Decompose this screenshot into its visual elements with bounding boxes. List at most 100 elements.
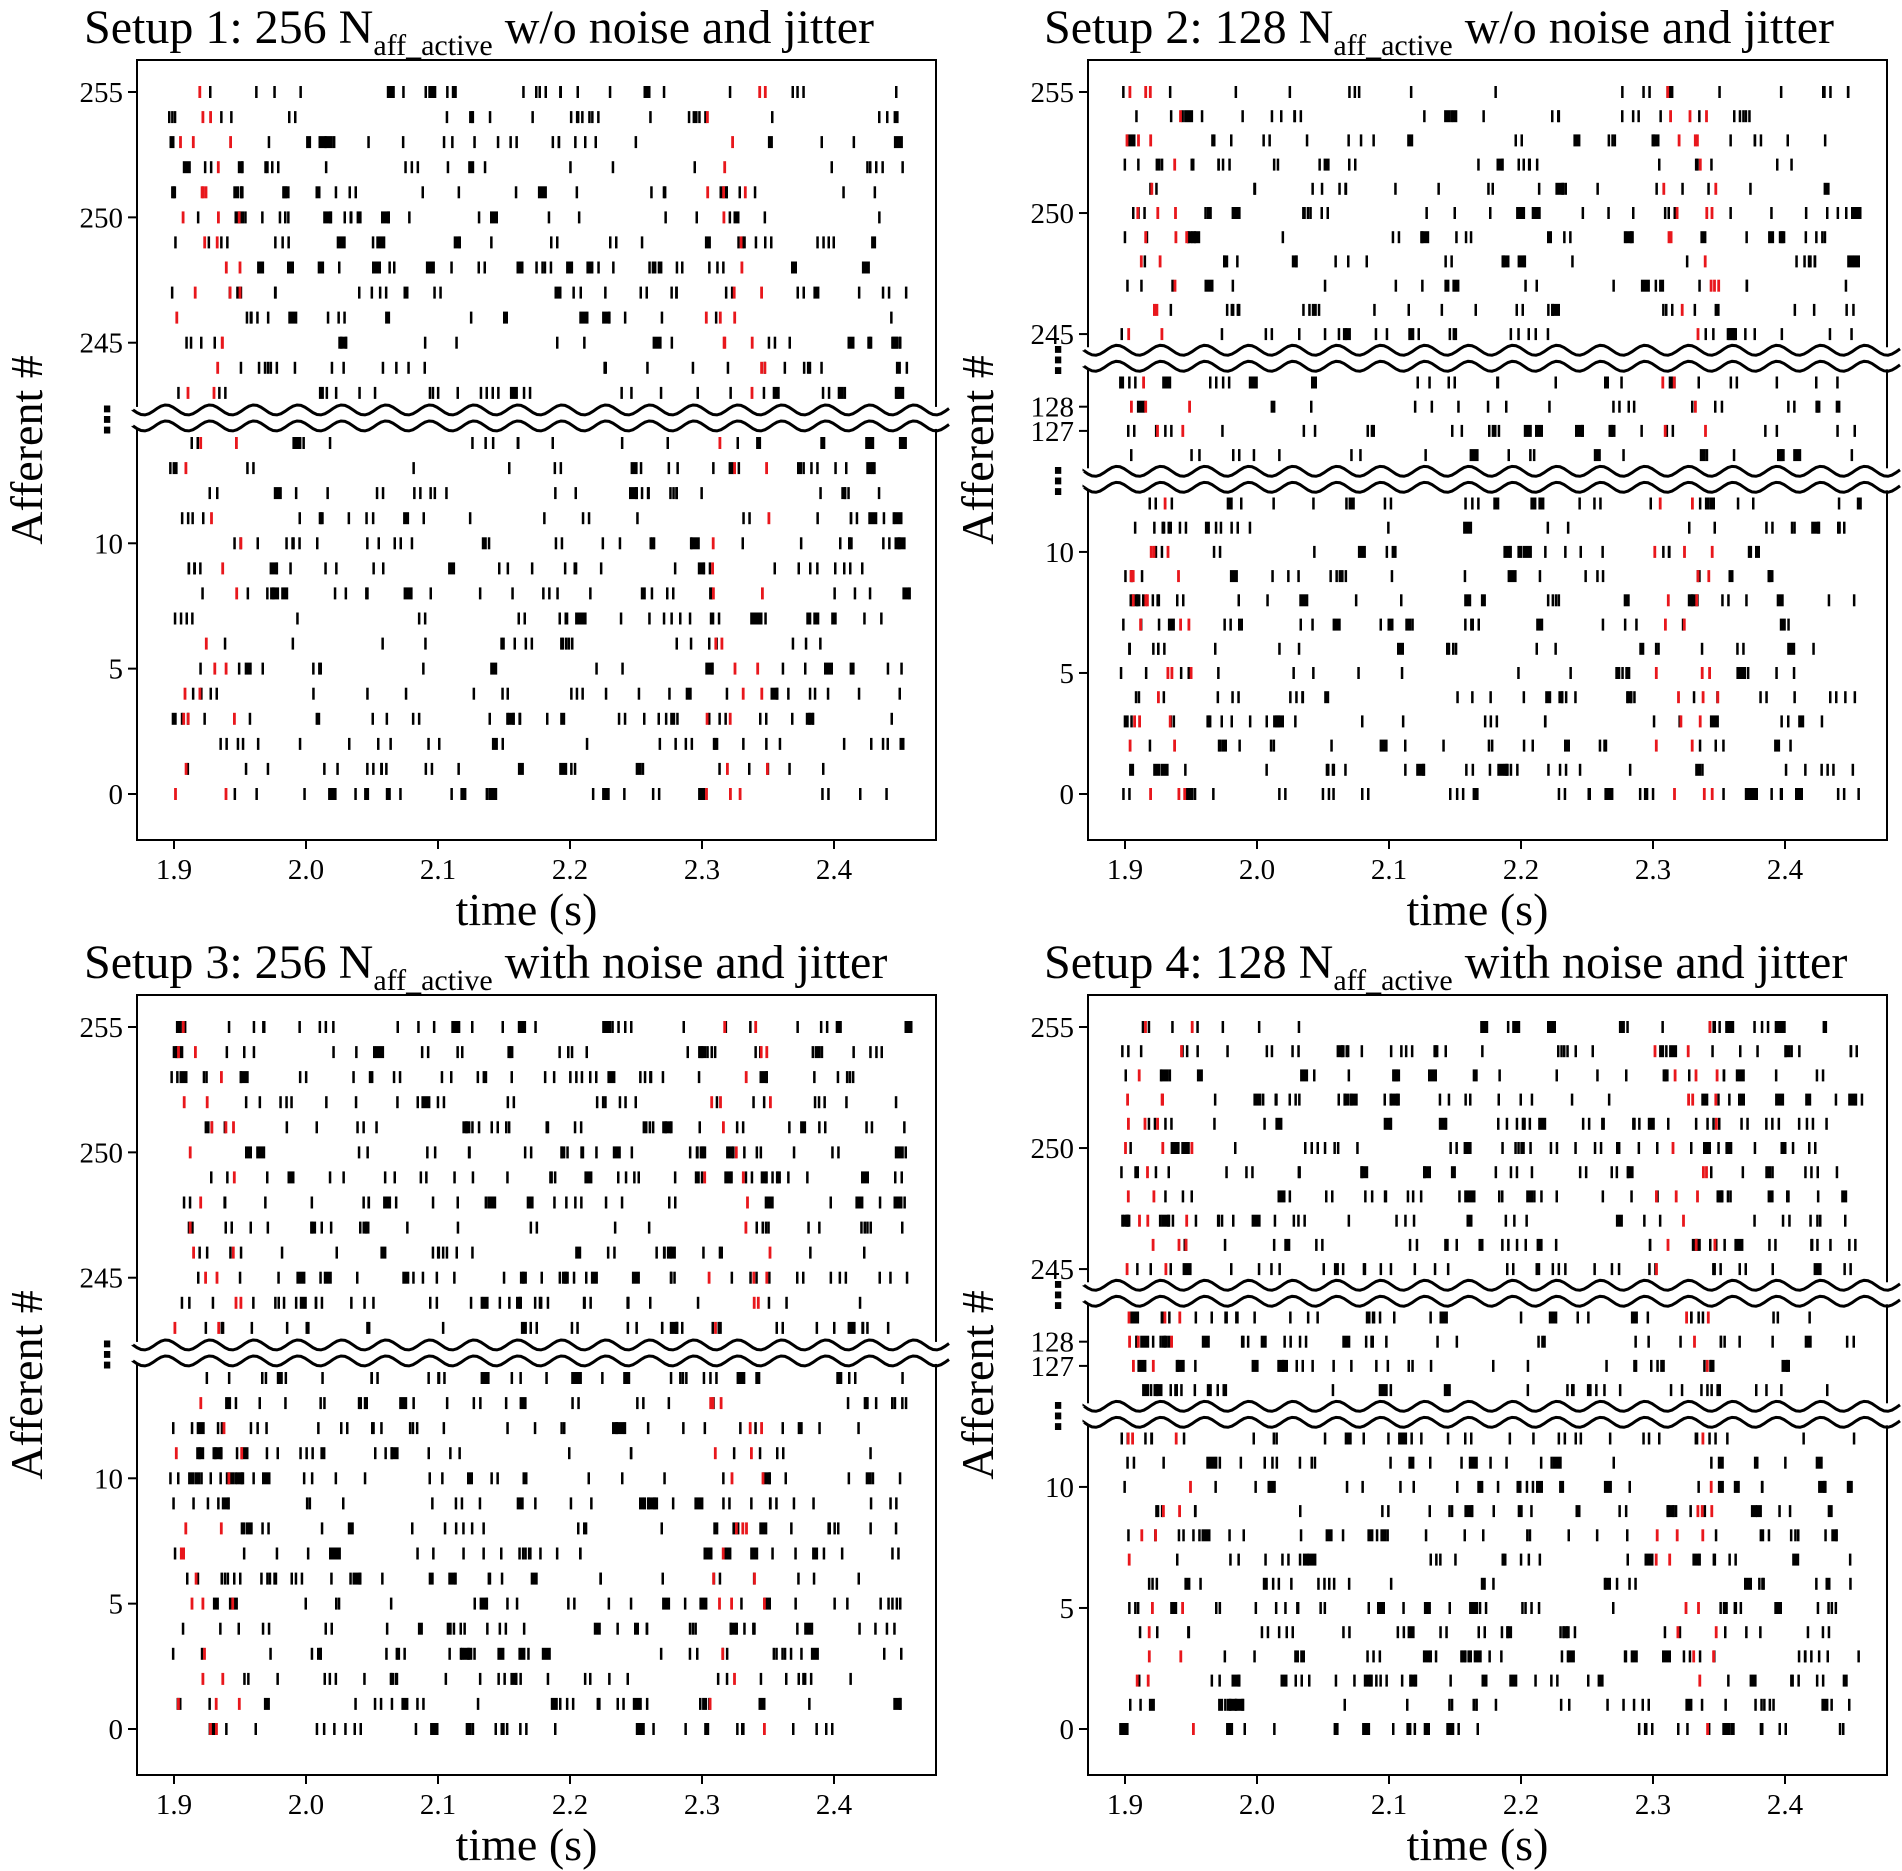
- spike: [894, 512, 903, 525]
- spike: [1333, 1723, 1339, 1735]
- spike: [1523, 1117, 1526, 1130]
- spike: [686, 1046, 689, 1059]
- spike: [765, 737, 768, 750]
- spike: [1361, 788, 1364, 800]
- spike: [1230, 1263, 1233, 1276]
- pattern-spike: [1666, 86, 1670, 98]
- spike: [1774, 1069, 1778, 1082]
- spike: [1455, 788, 1459, 800]
- spike: [1498, 1190, 1501, 1203]
- spike: [1561, 182, 1564, 195]
- spike: [1161, 521, 1164, 534]
- pattern-spike: [1696, 134, 1699, 147]
- spike: [580, 1146, 583, 1159]
- spike: [1409, 1674, 1418, 1687]
- axis-break: ⋮: [89, 400, 954, 441]
- pattern-spike: [182, 712, 186, 725]
- spike: [825, 1723, 828, 1735]
- spike: [577, 1522, 580, 1535]
- chart-title-subscript: aff_active: [373, 964, 493, 997]
- pattern-spike: [1671, 1142, 1675, 1154]
- axis-break-line: [1083, 1399, 1901, 1413]
- spike: [758, 1697, 766, 1710]
- spike: [1601, 545, 1604, 558]
- pattern-spike: [711, 537, 715, 550]
- spike: [1448, 1602, 1451, 1614]
- spike: [1198, 1529, 1201, 1542]
- spike: [1786, 1359, 1789, 1372]
- x-tick-label: 2.2: [552, 854, 588, 886]
- spike: [318, 386, 324, 399]
- spike: [200, 1472, 203, 1485]
- spike: [442, 1096, 446, 1109]
- y-tick-label: 127: [1031, 1351, 1075, 1383]
- spike: [1270, 110, 1274, 123]
- chart-title-prefix: Setup 3: 256 N: [84, 936, 374, 989]
- spike: [1519, 1311, 1523, 1324]
- axis-break-line: [1083, 480, 1901, 494]
- spike: [1387, 618, 1394, 631]
- spike: [1826, 1384, 1829, 1397]
- axis-break-ellipsis: ⋮: [89, 400, 125, 441]
- spike: [1323, 328, 1327, 341]
- spike: [370, 1071, 374, 1084]
- spike: [664, 211, 667, 224]
- spike: [1524, 1238, 1527, 1251]
- spike: [1170, 1117, 1173, 1130]
- spike: [1331, 1190, 1334, 1203]
- spike: [1759, 1723, 1763, 1735]
- spike: [1470, 1505, 1474, 1518]
- spike: [1573, 134, 1581, 147]
- spike: [553, 1171, 557, 1184]
- spike: [1541, 1335, 1544, 1348]
- spike: [1129, 1698, 1132, 1711]
- spike: [1598, 739, 1602, 752]
- spike: [329, 1547, 332, 1560]
- spike: [320, 1296, 324, 1309]
- pattern-spike: [1703, 255, 1707, 268]
- spike: [1187, 1142, 1190, 1154]
- spike: [819, 1021, 823, 1033]
- spike: [1517, 545, 1523, 558]
- spike: [432, 1021, 436, 1033]
- spike: [1275, 1432, 1278, 1445]
- spike: [580, 1071, 584, 1084]
- spike: [173, 1547, 177, 1560]
- spike: [741, 236, 744, 249]
- spike: [750, 1497, 753, 1510]
- spike: [460, 1497, 464, 1510]
- spike: [397, 1647, 401, 1660]
- spike: [415, 1422, 419, 1435]
- spike: [1293, 110, 1297, 123]
- spike: [1698, 570, 1701, 583]
- spike: [689, 537, 693, 550]
- spike: [1321, 788, 1325, 800]
- spike: [509, 136, 512, 149]
- spike: [1714, 303, 1720, 316]
- spike: [1612, 400, 1615, 413]
- spike: [1612, 1456, 1615, 1469]
- spike: [1476, 1723, 1479, 1735]
- spike: [277, 1271, 280, 1284]
- spike: [1581, 424, 1584, 437]
- spike: [669, 1246, 673, 1259]
- pattern-spike: [203, 236, 207, 249]
- spike: [843, 562, 846, 575]
- y-tick-label: 255: [80, 1012, 124, 1044]
- spike: [835, 1021, 842, 1033]
- spike: [1714, 1432, 1717, 1445]
- spike: [879, 1597, 882, 1610]
- spike: [354, 186, 357, 199]
- chart-title: Setup 3: 256 Naff_active with noise and …: [84, 939, 887, 996]
- spike: [1450, 1166, 1456, 1179]
- spike: [1182, 1432, 1186, 1445]
- spike: [403, 512, 410, 525]
- spike: [230, 111, 233, 124]
- spike: [1685, 1698, 1693, 1711]
- spike: [833, 1321, 836, 1334]
- spike: [768, 1271, 771, 1284]
- spike: [278, 211, 282, 224]
- spike: [1497, 763, 1505, 776]
